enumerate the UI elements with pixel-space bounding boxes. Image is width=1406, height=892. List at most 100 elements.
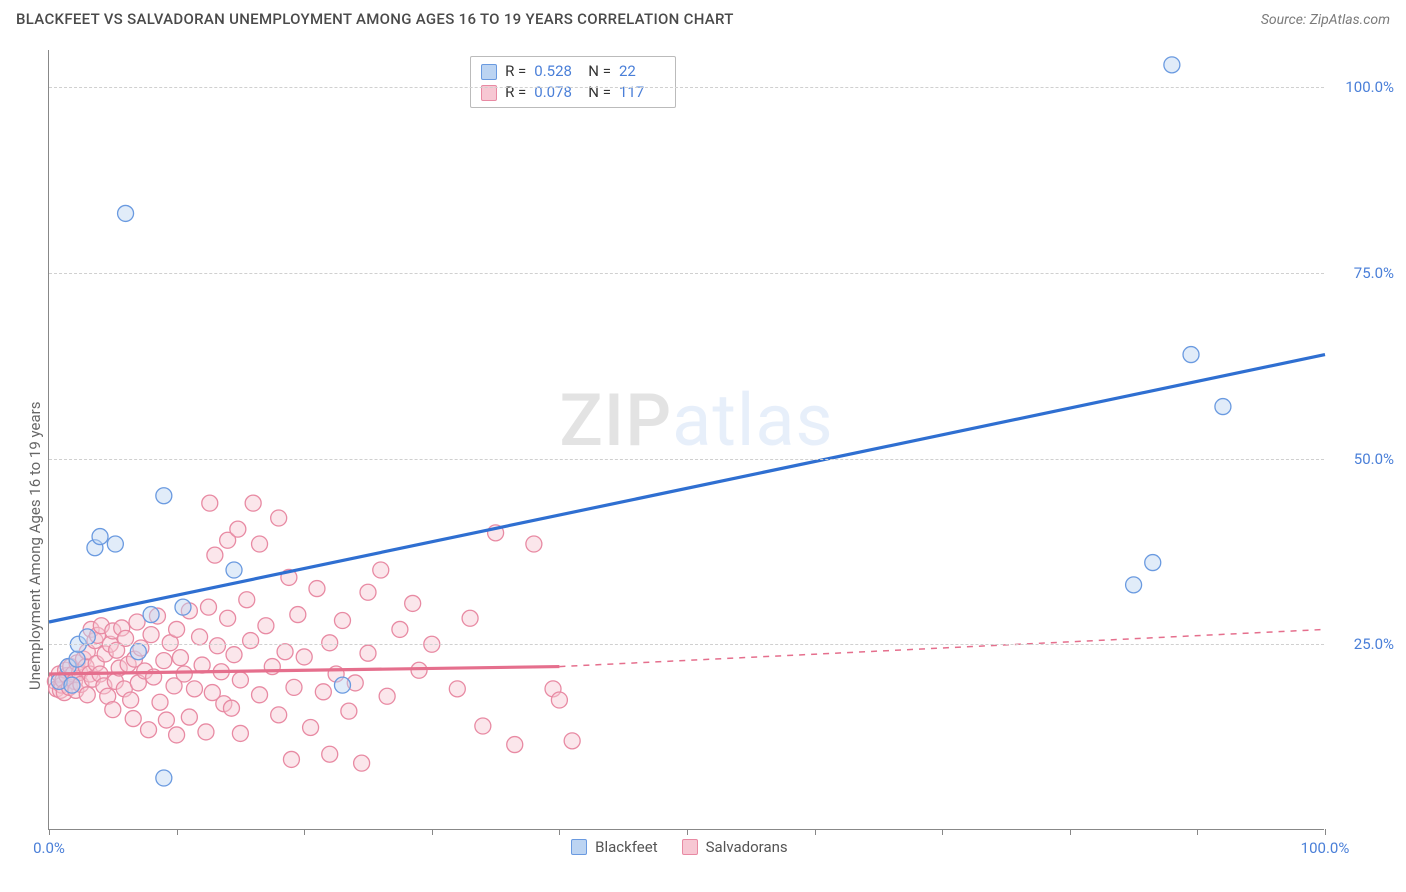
scatter-point [220,610,236,626]
scatter-point [175,599,191,615]
x-tick [942,829,943,835]
scatter-point [201,599,217,615]
scatter-point [118,205,134,221]
stats-n-salvadorans: 117 [619,82,665,103]
y-axis-title: Unemployment Among Ages 16 to 19 years [26,401,44,689]
scatter-point [176,666,192,682]
stats-n-blackfeet: 22 [619,61,665,82]
scatter-point [334,677,350,693]
scatter-point [69,651,85,667]
scatter-point [315,684,331,700]
legend-label-salvadorans: Salvadorans [706,838,788,856]
scatter-point [258,618,274,634]
plot-svg [49,50,1325,830]
scatter-point [252,536,268,552]
scatter-point [290,607,306,623]
scatter-point [379,688,395,704]
scatter-point [334,613,350,629]
scatter-point [405,595,421,611]
legend-swatch-blackfeet [571,839,587,855]
scatter-point [192,629,208,645]
x-tick [49,829,50,835]
scatter-point [92,529,108,545]
x-tick [432,829,433,835]
scatter-point [209,638,225,654]
scatter-point [172,650,188,666]
scatter-point [245,495,261,511]
y-tick-label: 75.0% [1354,264,1394,282]
x-tick [687,829,688,835]
correlation-stats-box: R = 0.528 N = 22 R = 0.078 N = 117 [470,56,676,108]
scatter-point [169,727,185,743]
scatter-point [1183,347,1199,363]
scatter-point [156,770,172,786]
stats-r-salvadorans: 0.078 [534,82,580,103]
x-tick [1197,829,1198,835]
scatter-point [1215,399,1231,415]
scatter-point [1126,577,1142,593]
scatter-point [158,712,174,728]
scatter-point [507,737,523,753]
legend-swatch-salvadorans [682,839,698,855]
scatter-point [232,672,248,688]
stats-row-blackfeet: R = 0.528 N = 22 [481,61,665,82]
gridline [49,459,1324,460]
scatter-point [64,677,80,693]
legend-label-blackfeet: Blackfeet [595,838,657,856]
scatter-point [186,681,202,697]
scatter-point [107,536,123,552]
scatter-point [475,718,491,734]
scatter-point [152,694,168,710]
scatter-point [564,733,580,749]
scatter-point [125,711,141,727]
y-tick-label: 25.0% [1354,635,1394,653]
x-tick-label: 0.0% [33,839,65,857]
scatter-point [462,610,478,626]
scatter-point [123,692,139,708]
scatter-point [232,725,248,741]
scatter-point [526,536,542,552]
scatter-point [207,547,223,563]
scatter-point [286,679,302,695]
stats-n-label: N = [588,82,611,103]
stats-r-label: R = [505,82,526,103]
scatter-point [252,687,268,703]
series-legend: Blackfeet Salvadorans [571,838,788,856]
scatter-point [271,510,287,526]
scatter-point [79,687,95,703]
scatter-point [141,722,157,738]
scatter-point [226,647,242,663]
x-tick [177,829,178,835]
scatter-point [169,621,185,637]
scatter-point [1145,555,1161,571]
x-tick [1070,829,1071,835]
scatter-point [322,635,338,651]
scatter-point [277,644,293,660]
scatter-point [156,653,172,669]
gridline [49,273,1324,274]
scatter-point [156,488,172,504]
y-tick-label: 100.0% [1345,78,1394,96]
scatter-point [230,521,246,537]
gridline [49,87,1324,88]
scatter-point [392,621,408,637]
stats-n-label: N = [588,61,611,82]
gridline [49,644,1324,645]
x-tick [559,829,560,835]
x-tick [815,829,816,835]
scatter-point [79,629,95,645]
stats-r-label: R = [505,61,526,82]
scatter-point [243,633,259,649]
scatter-point [341,703,357,719]
scatter-point [143,607,159,623]
scatter-point [198,724,214,740]
stats-swatch-blackfeet [481,64,497,80]
x-tick-label: 100.0% [1301,839,1350,857]
scatter-point [551,692,567,708]
scatter-point [373,562,389,578]
scatter-point [449,681,465,697]
y-tick-label: 50.0% [1354,450,1394,468]
scatter-point [223,700,239,716]
scatter-point [296,649,312,665]
scatter-point [226,562,242,578]
